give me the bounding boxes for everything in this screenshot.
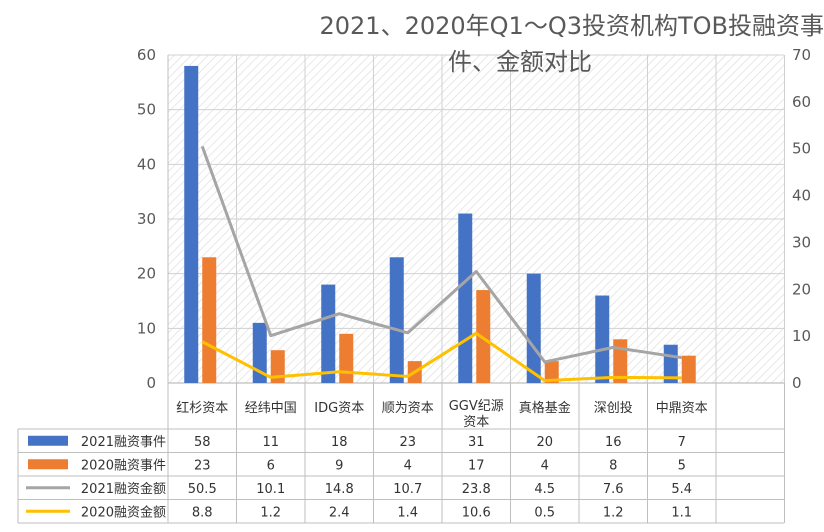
table-cell: 20: [536, 435, 553, 450]
left-tick-label: 60: [137, 46, 156, 64]
left-tick-label: 50: [137, 101, 156, 119]
category-label: 经纬中国: [245, 401, 297, 416]
right-tick-label: 50: [792, 140, 811, 158]
bars: [184, 65, 696, 383]
table-cell: 5: [678, 458, 686, 473]
table-cell: 6: [267, 458, 275, 473]
left-tick-label: 40: [137, 155, 156, 173]
bar-2020: [681, 355, 696, 383]
line-2021: [200, 145, 682, 364]
right-axis: 0 10 20 30 40 50 60 70: [792, 46, 811, 392]
category-label: IDG资本: [314, 401, 364, 416]
lines: [200, 145, 682, 383]
legend-label: 2021融资事件: [81, 435, 166, 450]
table-cell: 0.5: [534, 505, 555, 520]
line-2020: [201, 331, 682, 383]
table-cell: 16: [605, 435, 622, 450]
table-cell: 9: [335, 458, 343, 473]
bar-2020: [544, 361, 559, 383]
left-tick-label: 20: [137, 265, 156, 283]
table-cell: 8: [609, 458, 617, 473]
legend-label: 2020融资事件: [81, 458, 166, 473]
legend-label: 2021融资金额: [81, 481, 166, 497]
table-cell: 10.1: [256, 482, 285, 497]
chart-title-line-2: 件、金额对比: [448, 48, 592, 76]
right-tick-label: 10: [792, 327, 811, 345]
chart-title-line-1: 2021、2020年Q1～Q3投资机构TOB投融资事: [320, 12, 824, 40]
table-cell: 10.7: [393, 482, 422, 497]
bar-2021: [252, 322, 267, 383]
table-cell: 17: [468, 458, 485, 473]
table-cell: 4: [541, 458, 549, 473]
right-tick-label: 40: [792, 187, 811, 205]
legend-key: [28, 435, 68, 446]
table-cell: 31: [468, 435, 485, 450]
bar-2021: [389, 257, 404, 383]
category-label: 真格基金: [519, 400, 571, 416]
table-cell: 4: [404, 458, 412, 473]
bar-2021: [526, 273, 541, 383]
table-cell: 18: [331, 435, 348, 450]
table-cell: 8.8: [192, 505, 213, 520]
table-cell: 7: [678, 435, 686, 450]
table-cell: 1.2: [603, 505, 624, 520]
table-cell: 1.1: [671, 505, 692, 520]
right-tick-label: 60: [792, 93, 811, 111]
right-tick-label: 30: [792, 233, 811, 251]
left-tick-label: 10: [137, 319, 156, 337]
table-cell: 5.4: [671, 482, 692, 497]
table-cell: 50.5: [188, 482, 217, 497]
left-tick-label: 0: [146, 374, 156, 392]
table-cell: 11: [262, 435, 279, 450]
table-cell: 14.8: [325, 482, 354, 497]
table-cell: 7.6: [603, 482, 624, 497]
table-cell: 1.2: [260, 505, 281, 520]
category-label: GGV纪源: [449, 399, 504, 414]
category-label: 顺为资本: [382, 401, 434, 416]
left-axis: 0 10 20 30 40 50 60: [137, 46, 156, 392]
right-tick-label: 20: [792, 280, 811, 298]
table-cell: 58: [194, 435, 211, 450]
bar-2021: [458, 213, 473, 383]
category-label: 红杉资本: [176, 400, 228, 416]
table-cell: 23.8: [462, 482, 491, 497]
table-cell: 23: [194, 458, 211, 473]
table-cell: 2.4: [329, 505, 350, 520]
table-cell: 23: [399, 435, 416, 450]
gridlines: [167, 54, 785, 384]
category-label: 资本: [463, 415, 489, 430]
bar-2020: [202, 257, 217, 383]
legend-key: [28, 459, 68, 470]
table-cell: 1.4: [397, 505, 418, 520]
legend-label: 2020融资金额: [81, 504, 166, 520]
bar-2021: [595, 295, 610, 383]
category-label: 中鼎资本: [656, 401, 708, 416]
bar-2021: [184, 65, 199, 383]
right-tick-label: 70: [792, 46, 811, 64]
category-label: 深创投: [594, 400, 633, 416]
right-tick-label: 0: [792, 374, 802, 392]
bar-2020: [270, 350, 285, 383]
bar-2020: [339, 333, 354, 383]
table-cell: 10.6: [462, 505, 491, 520]
table-cell: 4.5: [534, 482, 555, 497]
left-tick-label: 30: [137, 210, 156, 228]
bar-2021: [321, 284, 336, 383]
